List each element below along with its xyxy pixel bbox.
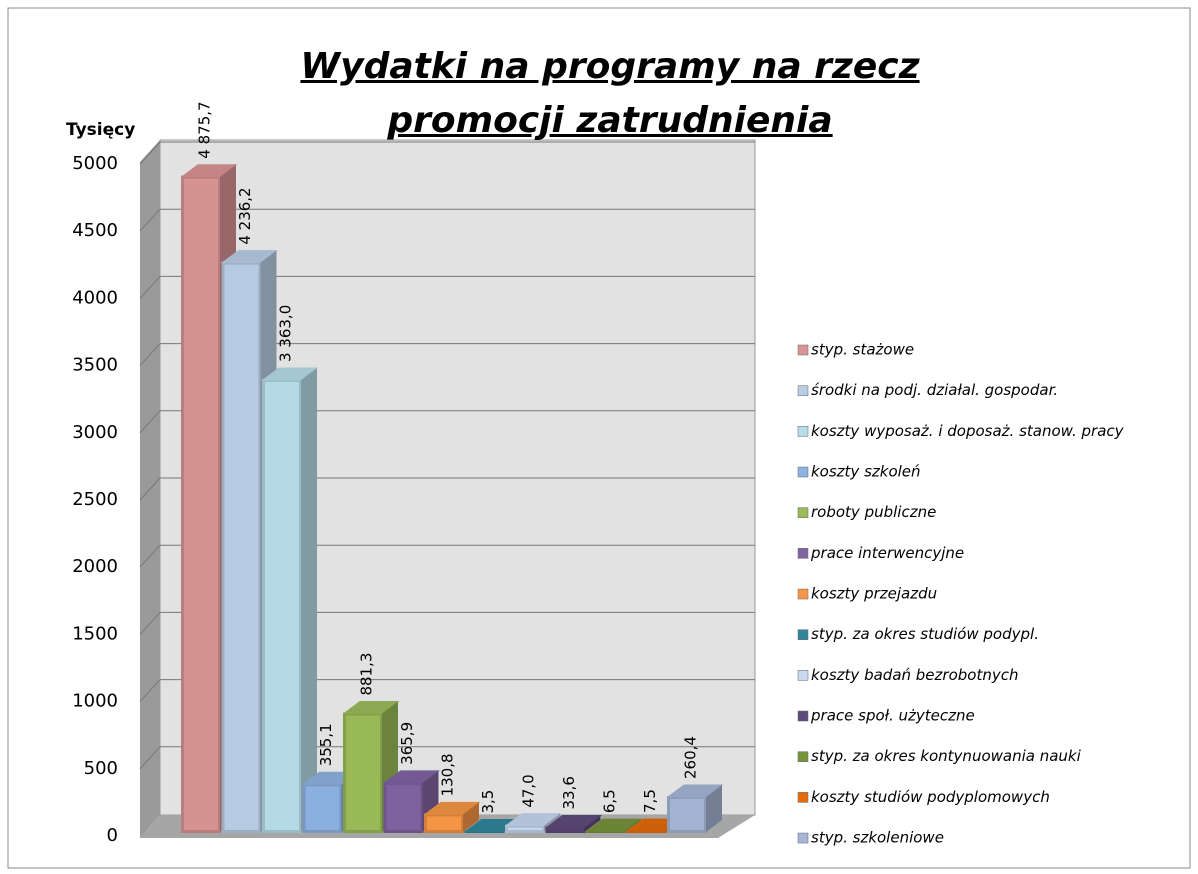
value-label: 881,3: [358, 653, 376, 696]
bar-side: [584, 815, 601, 832]
legend-label: koszty badań bezrobotnych: [811, 666, 1018, 684]
value-label: 4 875,7: [196, 101, 214, 158]
bar-front: [224, 264, 259, 830]
grid-line: [139, 746, 161, 770]
legend-marker: [797, 670, 809, 681]
y-tick-label: 0: [107, 825, 118, 846]
legend-marker: [797, 344, 809, 356]
legend-marker: [797, 751, 809, 762]
grid-line: [139, 276, 161, 299]
value-label: 4 236,2: [236, 187, 254, 244]
grid-line: [139, 343, 161, 366]
legend-label: roboty publiczne: [811, 503, 936, 521]
legend-label: koszty wyposaż. i doposaż. stanow. pracy: [811, 422, 1125, 440]
value-label: 7,5: [641, 789, 659, 813]
bar-front: [184, 178, 218, 830]
legend-label: koszty szkoleń: [811, 463, 921, 481]
bar-side: [301, 368, 317, 832]
bar-side: [625, 819, 641, 832]
y-tick-label: 4000: [72, 287, 118, 308]
legend-marker: [797, 385, 809, 396]
legend-marker: [797, 629, 809, 640]
bar-front: [386, 784, 421, 830]
legend-label: koszty studiów podyplomowych: [811, 788, 1050, 806]
legend-marker: [797, 507, 809, 518]
y-tick-label: 2500: [72, 489, 118, 510]
y-tick-label: 5000: [72, 153, 118, 174]
bar-front: [548, 829, 583, 830]
legend-label: środki na podj. działal. gospodar.: [811, 381, 1058, 399]
legend-label: styp. stażowe: [811, 341, 914, 359]
y-tick-label: 3000: [72, 422, 118, 443]
y-axis-label: Tysięcy: [66, 120, 135, 140]
value-label: 3 363,0: [277, 305, 295, 362]
bar-front: [305, 786, 340, 830]
y-tick-label: 1000: [72, 691, 118, 712]
bar-side: [463, 802, 479, 832]
legend-label: styp. za okres studiów podypl.: [811, 625, 1039, 643]
legend-marker: [797, 426, 809, 437]
grid-line: [139, 679, 161, 702]
value-label: 47,0: [520, 774, 538, 807]
legend-marker: [797, 466, 809, 478]
y-tick-label: 1500: [72, 623, 118, 644]
legend-label: prace interwencyjne: [810, 544, 964, 562]
grid-line: [139, 208, 161, 232]
value-label: 33,6: [560, 776, 578, 809]
y-tick-label: 500: [84, 758, 118, 779]
bar-front: [427, 816, 461, 830]
y-tick-label: 2000: [72, 556, 118, 577]
bar-side: [706, 785, 722, 832]
grid-line: [139, 141, 161, 165]
grid-line: [139, 612, 161, 635]
legend-label: styp. za okres kontynuowania nauki: [811, 747, 1082, 765]
bar-front: [670, 799, 704, 830]
legend-marker: [797, 548, 809, 559]
legend-marker: [797, 588, 809, 600]
value-label: 260,4: [682, 736, 700, 779]
legend-marker: [797, 792, 809, 803]
y-tick-label: 4500: [72, 220, 118, 241]
legend-marker: [797, 710, 809, 722]
value-label: 6,5: [601, 789, 619, 813]
value-label: 365,9: [398, 722, 416, 765]
value-label: 130,8: [439, 753, 457, 796]
legend-label: prace społ. użyteczne: [810, 707, 975, 725]
bar-front: [508, 827, 542, 830]
bar-front: [265, 382, 299, 830]
y-tick-label: 3500: [72, 355, 118, 376]
bar-front: [346, 715, 380, 830]
grid-line: [139, 477, 161, 501]
chart-title: Wydatki na programy na rzecz promocji za…: [300, 46, 920, 141]
value-label: 3,5: [479, 790, 497, 814]
legend-marker: [797, 832, 809, 844]
legend-label: koszty przejazdu: [811, 585, 937, 603]
grid-line: [139, 410, 161, 434]
legend-label: styp. szkoleniowe: [811, 829, 944, 847]
grid-line: [139, 544, 161, 568]
value-label: 355,1: [317, 723, 335, 766]
